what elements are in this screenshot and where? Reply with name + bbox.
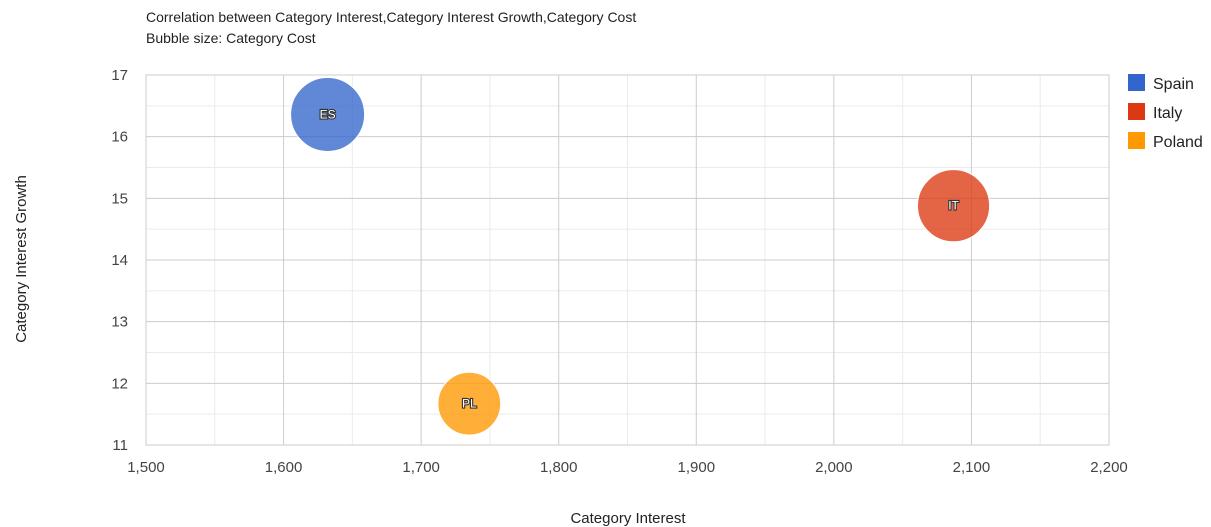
chart-subtitle: Bubble size: Category Cost xyxy=(146,30,316,46)
x-axis-title: Category Interest xyxy=(570,510,686,527)
legend-swatch xyxy=(1128,103,1145,120)
x-tick-label: 2,000 xyxy=(815,459,853,476)
y-tick-label: 13 xyxy=(111,314,128,331)
y-tick-label: 16 xyxy=(111,129,128,146)
bubble-label: IT xyxy=(948,199,959,213)
bubble-spain: ES xyxy=(290,76,366,152)
x-tick-label: 1,900 xyxy=(678,459,716,476)
bubble-label: PL xyxy=(462,397,477,411)
bubble-point xyxy=(290,76,366,152)
x-tick-label: 1,700 xyxy=(402,459,440,476)
y-axis-title: Category Interest Growth xyxy=(13,175,30,343)
legend-item-italy: Italy xyxy=(1128,103,1182,122)
legend-swatch xyxy=(1128,74,1145,91)
legend: Spain Italy Poland xyxy=(1128,74,1203,151)
legend-label: Italy xyxy=(1153,105,1182,122)
x-tick-label: 1,600 xyxy=(265,459,303,476)
y-tick-label: 11 xyxy=(112,437,128,454)
chart-title: Correlation between Category Interest,Ca… xyxy=(146,9,636,25)
legend-item-poland: Poland xyxy=(1128,132,1203,151)
bubble-poland: PL xyxy=(437,371,502,436)
bubble-point xyxy=(916,169,991,243)
legend-swatch xyxy=(1128,132,1145,149)
y-tick-label: 17 xyxy=(111,67,128,84)
y-tick-label: 15 xyxy=(111,190,128,207)
legend-label: Poland xyxy=(1153,134,1203,151)
bubble-point xyxy=(437,371,502,436)
bubble-label: ES xyxy=(320,107,336,121)
plot-area-border xyxy=(145,74,1110,446)
legend-label: Spain xyxy=(1153,76,1194,93)
x-tick-label: 1,500 xyxy=(127,459,165,476)
grid xyxy=(145,74,1110,446)
bubbles: ES IT PL xyxy=(290,76,991,436)
x-tick-label: 2,200 xyxy=(1090,459,1128,476)
bubble-italy: IT xyxy=(916,169,991,243)
legend-item-spain: Spain xyxy=(1128,74,1194,93)
x-tick-label: 2,100 xyxy=(953,459,991,476)
y-tick-label: 12 xyxy=(111,375,128,392)
y-tick-label: 14 xyxy=(111,252,128,269)
x-tick-label: 1,800 xyxy=(540,459,578,476)
tick-labels: 1,500 1,600 1,700 1,800 1,900 2,000 2,100 2,200… xyxy=(111,67,1127,476)
